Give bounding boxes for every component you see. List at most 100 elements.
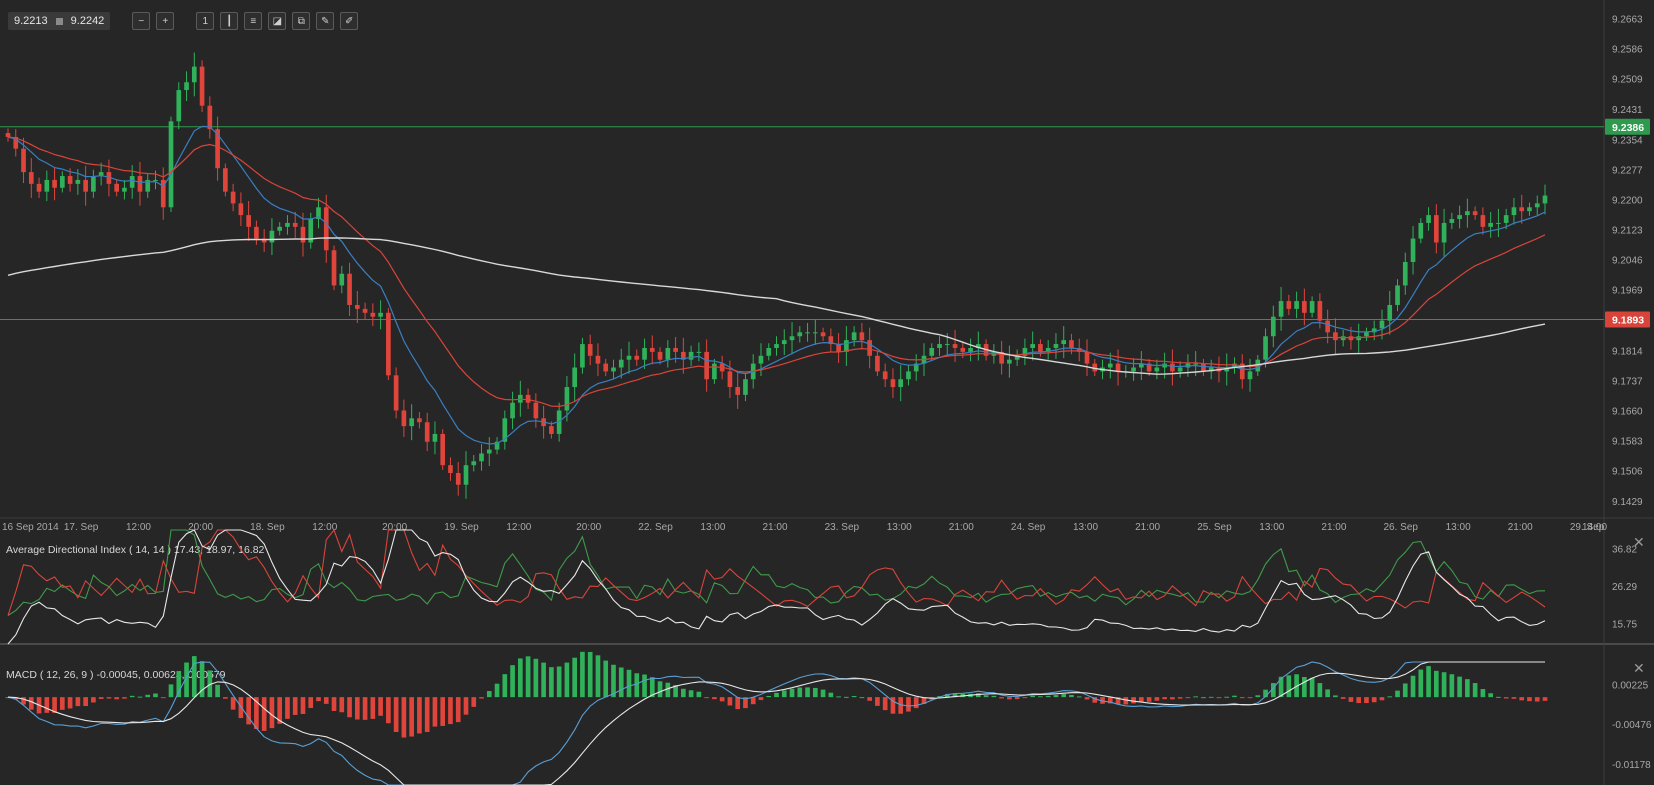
ask-price: 9.2242	[70, 15, 105, 27]
macd-histogram-bar	[1527, 697, 1532, 702]
candle-body	[696, 351, 702, 353]
timeframe-label: 1	[202, 15, 209, 27]
macd-y-tick: -0.00476	[1612, 720, 1652, 731]
candle-body	[160, 179, 166, 208]
macd-histogram-bar	[129, 695, 135, 698]
candle-body	[106, 172, 112, 184]
macd-histogram-bar	[572, 657, 578, 698]
pen-icon[interactable]: ✐	[340, 12, 359, 30]
macd-histogram-bar	[75, 697, 81, 707]
x-tick-label: 19. Sep	[444, 522, 479, 533]
macd-histogram-bar	[1511, 697, 1517, 699]
macd-histogram-bar	[67, 697, 73, 709]
layers-icon[interactable]: ⧉	[292, 12, 311, 30]
adx-line	[7, 529, 1546, 645]
macd-histogram-bar	[1270, 683, 1276, 698]
macd-histogram-bar	[292, 697, 298, 715]
macd-histogram-bar	[300, 697, 306, 714]
macd-line	[7, 661, 1545, 785]
adx-title: Average Directional Index ( 14, 14 ) 17.…	[6, 544, 265, 556]
close-adx-icon[interactable]: ✕	[1633, 534, 1645, 550]
candles-icon[interactable]: ┃	[220, 12, 239, 30]
candle-body	[153, 179, 158, 181]
adx-y-tick: 36.82	[1612, 544, 1637, 555]
macd-histogram-bar	[766, 695, 772, 698]
macd-histogram-bar	[463, 697, 469, 715]
y-tick-label: 9.1737	[1612, 376, 1643, 387]
macd-histogram-bar	[494, 683, 500, 698]
candle-body	[21, 148, 26, 173]
price-pane: 9.2663 9.2586 9.2509 9.2431 9.2354 9.2277 9.22…	[0, 0, 1654, 533]
candle-body	[1426, 215, 1431, 223]
candle-body	[386, 312, 391, 376]
macd-histogram-bar	[331, 697, 337, 712]
macd-histogram-bar	[1286, 675, 1292, 698]
macd-histogram-bar	[1247, 697, 1253, 699]
macd-histogram-bar	[1348, 697, 1354, 702]
macd-histogram-bar	[1441, 672, 1447, 698]
candle-body	[1309, 301, 1315, 313]
candle-body	[898, 379, 904, 388]
x-tick-label: 17. Sep	[64, 522, 99, 533]
macd-histogram-bar	[844, 696, 849, 698]
y-tick-label: 9.2586	[1612, 45, 1643, 56]
candle-body	[595, 355, 601, 364]
macd-histogram-bar	[758, 697, 764, 701]
candle-body	[354, 304, 360, 309]
macd-histogram-bar	[1154, 697, 1160, 701]
close-macd-icon[interactable]: ✕	[1633, 660, 1645, 676]
candle-body	[1496, 222, 1501, 224]
candle-body	[83, 179, 88, 192]
candle-body	[5, 133, 11, 137]
macd-histogram-bar	[1193, 696, 1199, 698]
candle-body	[781, 340, 787, 345]
macd-histogram-bar	[370, 697, 376, 719]
zoom-in-icon[interactable]: +	[156, 12, 175, 30]
macd-histogram-bar	[1030, 695, 1035, 698]
macd-histogram-bar	[1123, 697, 1129, 705]
macd-histogram-bar	[1340, 697, 1346, 699]
candle-body	[168, 121, 174, 208]
macd-histogram-bar	[354, 697, 360, 720]
y-tick-label: 9.1583	[1612, 437, 1643, 448]
y-tick-label: 9.1814	[1612, 346, 1643, 357]
macd-histogram-bar	[160, 697, 166, 699]
candle-body	[673, 347, 678, 352]
candle-body	[1278, 301, 1284, 317]
macd-histogram-bar	[455, 697, 461, 723]
y-tick-label: 9.1506	[1612, 467, 1643, 478]
candle-body	[486, 449, 492, 454]
candle-body	[122, 187, 127, 192]
candle-body	[572, 367, 578, 388]
macd-histogram-bar	[735, 697, 741, 710]
macd-histogram-bar	[696, 691, 702, 698]
macd-histogram-bar	[921, 697, 927, 705]
zoom-out-icon[interactable]: −	[132, 12, 151, 30]
x-tick-label: 21:00	[1508, 522, 1533, 533]
timeframe-icon[interactable]: 1	[196, 12, 215, 30]
edit-icon[interactable]: ✎	[316, 12, 335, 30]
macd-histogram-bar	[564, 662, 570, 698]
macd-histogram-bar	[137, 696, 143, 698]
draw-icon[interactable]: ◪	[268, 12, 287, 30]
candle-body	[238, 203, 244, 216]
candle-body	[1457, 215, 1462, 220]
candle-body	[215, 129, 220, 169]
x-tick-label: 25. Sep	[1197, 522, 1232, 533]
macd-histogram-bar	[1177, 697, 1183, 699]
macd-histogram-bar	[1402, 683, 1408, 698]
candle-body	[875, 355, 880, 372]
x-tick-label: 16 Sep 2014	[2, 522, 59, 533]
macd-histogram-bar	[719, 697, 725, 702]
macd-histogram-bar	[1076, 696, 1082, 698]
candle-body	[812, 332, 818, 334]
candle-body	[1441, 222, 1447, 243]
candle-body	[890, 379, 896, 388]
indicators-icon[interactable]: ≡	[244, 12, 263, 30]
macd-histogram-bar	[60, 697, 65, 710]
macd-histogram-bar	[308, 697, 314, 708]
x-tick-label: 20:00	[188, 522, 213, 533]
candle-body	[1131, 367, 1136, 372]
macd-histogram-bar	[409, 697, 414, 737]
